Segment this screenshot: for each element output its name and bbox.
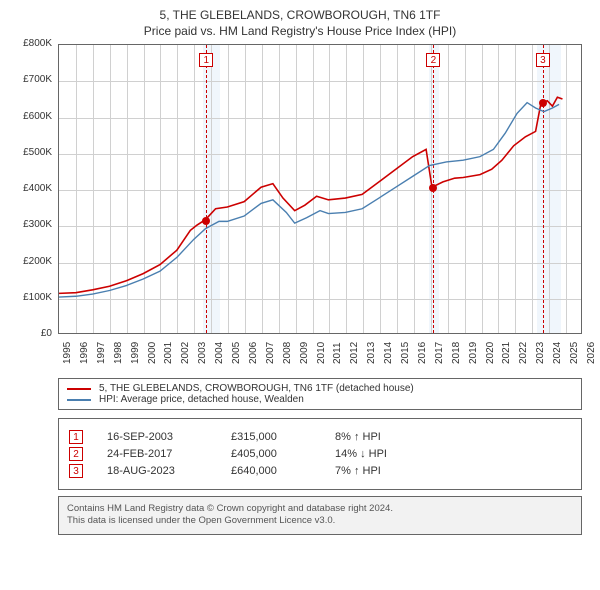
x-tick-label: 2013: [366, 342, 377, 364]
event-marker: [539, 99, 547, 107]
attribution-line2: This data is licensed under the Open Gov…: [67, 515, 573, 527]
legend-box: 5, THE GLEBELANDS, CROWBOROUGH, TN6 1TF …: [58, 378, 582, 410]
x-tick-label: 2006: [248, 342, 259, 364]
chart-title-block: 5, THE GLEBELANDS, CROWBOROUGH, TN6 1TF …: [10, 8, 590, 38]
x-tick-label: 2010: [316, 342, 327, 364]
x-tick-label: 2017: [434, 342, 445, 364]
event-row-1: 1 16-SEP-2003 £315,000 8% ↑ HPI: [69, 430, 571, 444]
x-tick-label: 2008: [282, 342, 293, 364]
event-marker: [429, 184, 437, 192]
x-tick-label: 2012: [349, 342, 360, 364]
x-tick-label: 2004: [214, 342, 225, 364]
event-date-2: 24-FEB-2017: [107, 448, 207, 460]
x-tick-label: 1999: [130, 342, 141, 364]
x-tick-label: 2007: [265, 342, 276, 364]
x-tick-label: 1996: [79, 342, 90, 364]
y-tick-label: £500K: [12, 147, 52, 158]
plot-area: 1 2 3: [58, 44, 582, 334]
x-tick-label: 2014: [383, 342, 394, 364]
event-badge-3: 3: [69, 464, 83, 478]
legend-row-hpi: HPI: Average price, detached house, Weal…: [67, 394, 573, 405]
event-date-1: 16-SEP-2003: [107, 431, 207, 443]
chart-title-line1: 5, THE GLEBELANDS, CROWBOROUGH, TN6 1TF: [10, 8, 590, 22]
x-tick-label: 2025: [569, 342, 580, 364]
series-line-hpi: [59, 103, 559, 297]
event-marker: [202, 217, 210, 225]
series-line-price_paid: [59, 97, 562, 293]
x-tick-label: 2026: [586, 342, 597, 364]
event-date-3: 18-AUG-2023: [107, 465, 207, 477]
event-price-3: £640,000: [231, 465, 311, 477]
x-tick-label: 2001: [163, 342, 174, 364]
event-price-1: £315,000: [231, 431, 311, 443]
event-price-2: £405,000: [231, 448, 311, 460]
y-tick-label: £800K: [12, 38, 52, 49]
plot-wrap: £0£100K£200K£300K£400K£500K£600K£700K£80…: [10, 44, 590, 374]
event-delta-3: 7% ↑ HPI: [335, 465, 415, 477]
x-tick-label: 2002: [180, 342, 191, 364]
y-tick-label: £700K: [12, 74, 52, 85]
attribution-line1: Contains HM Land Registry data © Crown c…: [67, 503, 573, 515]
x-tick-label: 2015: [400, 342, 411, 364]
y-tick-label: £200K: [12, 256, 52, 267]
x-tick-label: 2022: [518, 342, 529, 364]
y-tick-label: £300K: [12, 219, 52, 230]
event-delta-2: 14% ↓ HPI: [335, 448, 415, 460]
event-badge-on-chart: 1: [199, 53, 213, 67]
events-table: 1 16-SEP-2003 £315,000 8% ↑ HPI 2 24-FEB…: [58, 418, 582, 490]
x-tick-label: 2016: [417, 342, 428, 364]
x-tick-label: 2005: [231, 342, 242, 364]
legend-label-hpi: HPI: Average price, detached house, Weal…: [99, 394, 304, 405]
y-tick-label: £600K: [12, 111, 52, 122]
x-tick-label: 2024: [552, 342, 563, 364]
x-tick-label: 1995: [62, 342, 73, 364]
event-delta-1: 8% ↑ HPI: [335, 431, 415, 443]
y-tick-label: £400K: [12, 183, 52, 194]
x-tick-label: 2011: [332, 342, 343, 364]
x-tick-label: 2023: [535, 342, 546, 364]
x-tick-label: 1997: [96, 342, 107, 364]
event-badge-on-chart: 3: [536, 53, 550, 67]
event-row-3: 3 18-AUG-2023 £640,000 7% ↑ HPI: [69, 464, 571, 478]
event-badge-1: 1: [69, 430, 83, 444]
chart-title-line2: Price paid vs. HM Land Registry's House …: [10, 24, 590, 38]
event-badge-2: 2: [69, 447, 83, 461]
event-badge-on-chart: 2: [426, 53, 440, 67]
x-tick-label: 2021: [501, 342, 512, 364]
x-tick-label: 2018: [451, 342, 462, 364]
legend-swatch-hpi: [67, 399, 91, 401]
x-tick-label: 2003: [197, 342, 208, 364]
chart-lines-svg: [59, 45, 581, 333]
x-tick-label: 1998: [113, 342, 124, 364]
x-tick-label: 2019: [468, 342, 479, 364]
x-tick-label: 2009: [299, 342, 310, 364]
y-tick-label: £100K: [12, 292, 52, 303]
attribution-box: Contains HM Land Registry data © Crown c…: [58, 496, 582, 535]
legend-row-price-paid: 5, THE GLEBELANDS, CROWBOROUGH, TN6 1TF …: [67, 383, 573, 394]
x-tick-label: 2020: [485, 342, 496, 364]
chart-container: 5, THE GLEBELANDS, CROWBOROUGH, TN6 1TF …: [0, 0, 600, 545]
y-tick-label: £0: [12, 328, 52, 339]
legend-label-price-paid: 5, THE GLEBELANDS, CROWBOROUGH, TN6 1TF …: [99, 383, 414, 394]
x-tick-label: 2000: [147, 342, 158, 364]
event-row-2: 2 24-FEB-2017 £405,000 14% ↓ HPI: [69, 447, 571, 461]
legend-swatch-price-paid: [67, 388, 91, 390]
